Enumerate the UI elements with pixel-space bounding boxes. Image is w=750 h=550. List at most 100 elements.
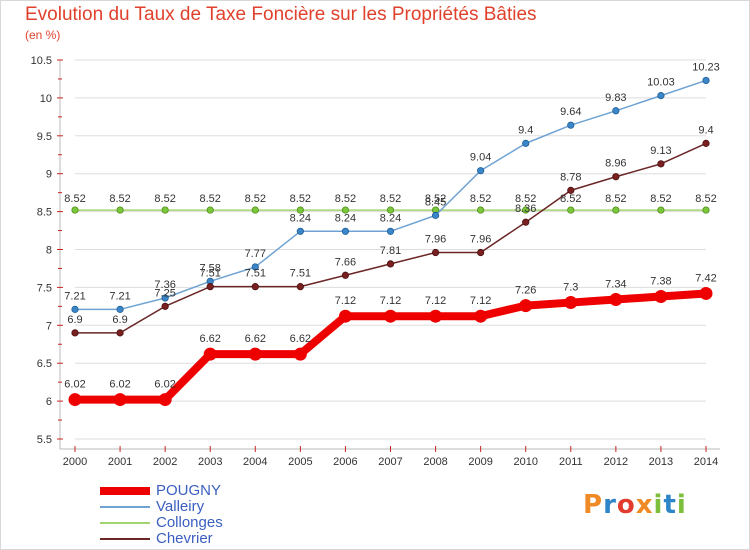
logo-letter: P: [583, 490, 604, 520]
data-point-pougny: [68, 393, 82, 407]
data-label-chevrier: 7.96: [470, 234, 491, 246]
data-point-valleiry: [567, 121, 575, 129]
data-point-valleiry: [251, 263, 259, 271]
data-label-chevrier: 8.36: [515, 203, 536, 215]
data-point-pougny: [654, 289, 668, 303]
data-point-pougny: [519, 299, 533, 313]
data-point-collonges: [657, 206, 665, 214]
data-point-chevrier: [477, 248, 485, 257]
legend-swatch: [100, 506, 150, 508]
data-label-valleiry: 7.36: [154, 279, 175, 291]
logo-letter: i: [676, 490, 687, 520]
data-label-collonges: 8.52: [200, 193, 221, 205]
x-tick-label: 2010: [513, 456, 537, 468]
data-label-valleiry: 8.45: [425, 196, 446, 208]
x-tick-label: 2001: [108, 456, 132, 468]
y-tick-label: 8: [46, 245, 52, 257]
data-point-pougny: [474, 309, 488, 323]
data-label-valleiry: 9.4: [518, 124, 533, 136]
data-point-collonges: [71, 206, 79, 214]
y-tick-label: 10: [40, 93, 52, 105]
data-label-valleiry: 9.83: [605, 92, 626, 104]
data-point-pougny: [384, 309, 397, 323]
logo-letter: i: [653, 490, 664, 520]
data-point-pougny: [248, 347, 262, 361]
logo-letter: o: [616, 490, 636, 520]
data-label-valleiry: 8.24: [335, 212, 356, 224]
legend-label: Chevrier: [156, 530, 213, 547]
legend-label: POUGNY: [156, 482, 222, 499]
y-tick-label: 7.5: [37, 282, 52, 294]
data-point-collonges: [702, 206, 710, 214]
data-label-collonges: 8.52: [109, 193, 130, 205]
data-label-chevrier: 6.9: [67, 314, 82, 326]
data-point-chevrier: [296, 283, 304, 291]
data-point-valleiry: [702, 76, 710, 85]
data-point-pougny: [429, 309, 443, 323]
data-label-chevrier: 9.13: [650, 145, 671, 157]
data-point-collonges: [251, 206, 259, 214]
x-tick-label: 2006: [333, 456, 357, 468]
y-tick-label: 9: [46, 169, 52, 181]
x-tick-label: 2008: [423, 456, 447, 468]
x-tick-label: 2005: [288, 456, 312, 468]
data-label-pougny: 7.12: [470, 295, 491, 307]
data-point-valleiry: [341, 227, 350, 235]
data-point-valleiry: [116, 305, 124, 313]
data-label-collonges: 8.52: [290, 193, 311, 205]
data-point-collonges: [341, 206, 350, 214]
data-label-valleiry: 10.03: [647, 77, 675, 89]
data-label-valleiry: 9.04: [470, 152, 491, 164]
data-point-valleiry: [612, 107, 620, 115]
data-point-collonges: [522, 206, 530, 214]
data-point-pougny: [203, 347, 217, 361]
data-label-chevrier: 7.51: [290, 268, 311, 280]
data-point-chevrier: [657, 160, 665, 168]
data-label-pougny: 7.34: [605, 279, 626, 291]
data-label-chevrier: 7.51: [245, 268, 266, 280]
data-label-pougny: 7.12: [380, 295, 401, 307]
x-tick-label: 2002: [153, 456, 177, 468]
data-point-pougny: [113, 393, 127, 407]
data-point-collonges: [296, 206, 304, 214]
data-point-collonges: [477, 206, 485, 214]
legend-swatch: [100, 538, 150, 540]
data-label-collonges: 8.52: [560, 193, 581, 205]
x-tick-label: 2014: [694, 456, 718, 468]
data-point-chevrier: [386, 260, 395, 268]
data-label-chevrier: 8.78: [560, 171, 581, 183]
data-label-collonges: 8.52: [425, 193, 446, 205]
data-point-chevrier: [431, 248, 440, 257]
data-label-pougny: 7.38: [650, 275, 671, 287]
data-label-pougny: 6.62: [245, 333, 266, 345]
data-point-chevrier: [522, 218, 530, 226]
data-point-chevrier: [341, 271, 350, 279]
y-tick-label: 9.5: [37, 131, 52, 143]
y-tick-label: 5.5: [37, 434, 52, 446]
data-point-collonges: [567, 206, 575, 214]
y-tick-label: 6.5: [37, 358, 52, 370]
legend-swatch: [100, 487, 150, 495]
data-label-chevrier: 7.81: [380, 245, 401, 257]
data-label-pougny: 7.26: [515, 285, 536, 297]
chart-title: Evolution du Taux de Taxe Foncière sur l…: [25, 4, 537, 25]
data-label-chevrier: 6.9: [112, 314, 127, 326]
data-label-chevrier: 7.96: [425, 234, 446, 246]
data-point-valleiry: [522, 139, 530, 147]
data-point-valleiry: [477, 167, 485, 175]
data-label-collonges: 8.52: [650, 193, 671, 205]
y-tick-label: 7: [46, 320, 52, 332]
data-label-pougny: 6.62: [290, 333, 311, 345]
data-label-pougny: 6.62: [200, 333, 221, 345]
data-point-valleiry: [657, 92, 665, 100]
data-label-valleiry: 10.23: [692, 61, 720, 73]
data-point-pougny: [564, 296, 578, 310]
x-tick-label: 2003: [198, 456, 222, 468]
data-point-chevrier: [251, 283, 259, 291]
data-point-collonges: [161, 206, 169, 214]
logo-letter: t: [663, 490, 677, 520]
data-point-pougny: [609, 293, 623, 307]
data-label-pougny: 6.02: [64, 379, 85, 391]
